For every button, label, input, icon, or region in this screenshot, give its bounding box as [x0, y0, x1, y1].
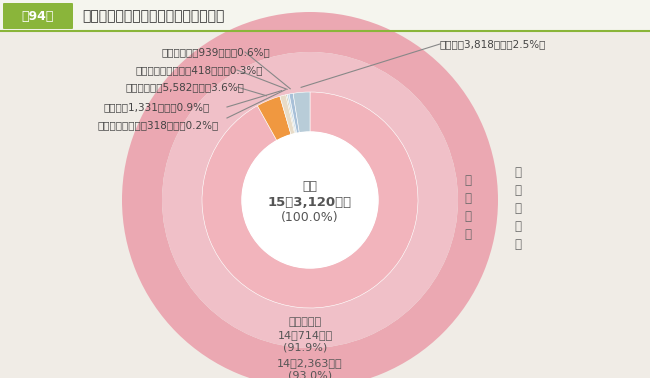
Wedge shape	[162, 52, 458, 348]
Text: 療養給付費: 療養給付費	[289, 317, 322, 327]
Text: 険: 険	[515, 183, 521, 197]
Text: 後期高齢者医療事業の歳出決算の状況: 後期高齢者医療事業の歳出決算の状況	[82, 9, 224, 23]
Text: 15兆3,120億円: 15兆3,120億円	[268, 195, 352, 209]
Text: 第94図: 第94図	[22, 9, 54, 23]
Text: 費: 費	[465, 228, 471, 240]
Wedge shape	[280, 95, 294, 135]
Text: 費: 費	[515, 237, 521, 251]
Text: 療: 療	[465, 174, 471, 186]
Text: 14兆2,363億円: 14兆2,363億円	[277, 358, 343, 368]
Text: 諸: 諸	[465, 209, 471, 223]
Wedge shape	[257, 96, 291, 141]
Text: (100.0%): (100.0%)	[281, 211, 339, 223]
Text: (93.0%): (93.0%)	[288, 370, 332, 378]
Text: 審査支払手数料　318億円（0.2%）: 審査支払手数料 318億円（0.2%）	[97, 120, 218, 130]
Text: 給: 給	[515, 201, 521, 214]
Wedge shape	[202, 92, 418, 308]
Text: 歳出: 歳出	[302, 180, 317, 192]
Text: その他　3,818億円（2.5%）: その他 3,818億円（2.5%）	[440, 39, 547, 49]
Circle shape	[242, 132, 378, 268]
Wedge shape	[122, 12, 498, 378]
Wedge shape	[293, 92, 310, 133]
Text: 高額療養費　5,582億円（3.6%）: 高額療養費 5,582億円（3.6%）	[125, 82, 244, 92]
Text: 保: 保	[515, 166, 521, 178]
Text: 14兆714億円: 14兆714億円	[278, 330, 333, 340]
Text: 付: 付	[515, 220, 521, 232]
FancyBboxPatch shape	[0, 0, 650, 30]
Wedge shape	[289, 93, 300, 133]
Text: 養: 養	[465, 192, 471, 204]
FancyBboxPatch shape	[3, 3, 73, 29]
Text: その他医療給付費　418億円（0.3%）: その他医療給付費 418億円（0.3%）	[135, 65, 263, 75]
Wedge shape	[286, 94, 296, 134]
Text: その他　1,331億円（0.9%）: その他 1,331億円（0.9%）	[103, 102, 209, 112]
Text: 基金積立金　939億円（0.6%）: 基金積立金 939億円（0.6%）	[162, 47, 271, 57]
Wedge shape	[287, 94, 297, 133]
Text: (91.9%): (91.9%)	[283, 343, 327, 353]
